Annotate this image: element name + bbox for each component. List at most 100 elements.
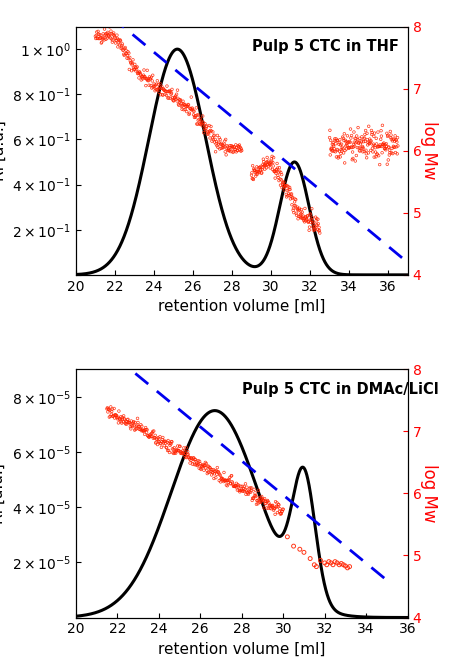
Point [272,502,280,513]
Point [146,72,153,82]
Point [107,411,114,422]
Point [277,180,284,191]
Point [181,446,188,456]
Point [116,35,123,46]
Point [121,418,129,428]
Point [120,50,128,60]
Point [344,562,351,573]
Point [151,81,158,92]
Point [190,106,198,117]
Point [241,486,248,497]
Point [128,420,136,431]
Point [294,204,301,214]
Point [290,207,298,218]
Point [188,453,196,463]
Point [259,495,267,505]
Point [262,498,270,509]
Point [118,412,126,422]
Point [389,134,397,145]
Point [279,177,287,188]
Point [157,438,165,449]
Point [188,453,195,463]
Point [223,475,231,486]
Point [253,169,260,180]
Point [147,80,155,91]
Point [128,60,136,70]
Point [157,90,164,100]
Point [186,457,194,468]
Point [159,432,167,443]
Point [109,37,116,47]
Point [385,141,392,152]
Point [286,182,293,193]
Point [388,147,395,158]
Point [250,493,257,504]
Point [277,508,284,519]
Point [356,143,363,153]
Point [139,426,146,436]
Point [153,84,161,95]
Point [344,137,352,147]
Point [333,144,341,155]
Point [246,483,254,493]
Point [267,503,275,514]
Point [163,442,170,453]
Point [295,205,302,216]
Point [220,139,228,149]
Point [137,70,145,80]
Point [361,133,368,143]
Point [383,128,391,139]
Point [155,83,162,94]
Point [181,450,189,461]
Point [100,33,108,44]
Point [120,49,128,60]
Point [135,424,143,434]
Point [194,119,201,129]
Point [336,134,344,145]
Point [372,142,379,153]
Point [335,139,343,149]
Point [333,135,341,146]
Point [285,190,293,201]
Point [180,104,188,115]
Point [340,135,348,146]
Point [130,64,137,75]
Point [133,62,141,72]
Point [306,553,314,564]
Point [221,147,229,157]
Point [256,493,264,504]
Point [285,185,292,195]
Point [138,424,146,435]
Point [113,410,120,421]
Point [212,139,220,149]
Point [376,139,384,150]
Point [249,493,257,503]
Point [345,142,352,153]
Point [100,29,107,39]
Point [264,156,272,167]
Point [126,52,134,62]
Point [291,197,299,207]
Point [336,146,343,157]
Point [252,166,260,177]
Point [309,222,317,232]
Point [108,406,116,417]
Point [305,216,312,226]
Point [272,173,279,183]
Point [315,226,322,236]
Point [141,72,149,82]
Point [284,181,292,192]
Point [293,210,301,220]
Point [157,83,165,94]
Point [183,449,191,459]
Point [332,133,340,144]
Point [349,142,357,153]
Point [94,33,101,44]
Point [216,143,224,154]
Point [177,446,185,457]
Point [326,132,333,143]
Point [239,486,246,497]
Point [103,28,110,39]
Point [387,132,394,143]
Point [147,72,155,82]
